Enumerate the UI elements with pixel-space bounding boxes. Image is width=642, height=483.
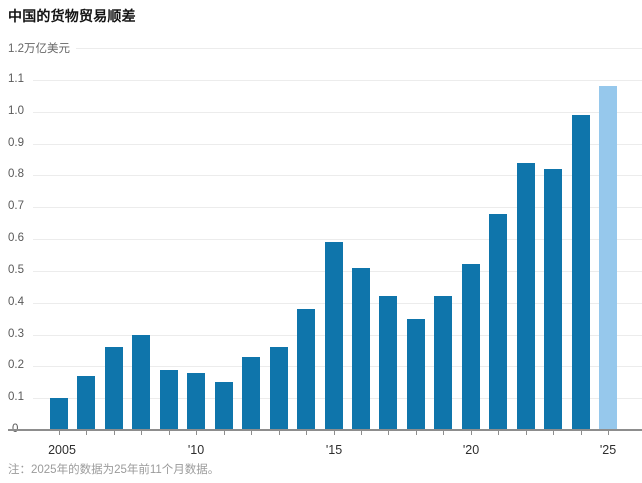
x-axis-tick xyxy=(114,431,115,435)
x-axis-tick xyxy=(251,431,252,435)
gridline-0.7 xyxy=(33,207,642,208)
page-title: 中国的货物贸易顺差 xyxy=(8,8,136,24)
bar-2009 xyxy=(160,370,178,430)
bar-2014 xyxy=(297,309,315,430)
bar-2010 xyxy=(187,373,205,430)
y-axis-tick-label: 0.9 xyxy=(8,137,24,149)
bar-2016 xyxy=(352,268,370,430)
x-axis-tick xyxy=(443,431,444,435)
gridline-0.8 xyxy=(33,175,642,176)
gridline-1.2 xyxy=(33,48,642,49)
y-axis-tick-label: 0.3 xyxy=(8,328,24,340)
gridline-0.6 xyxy=(33,239,642,240)
x-axis-tick xyxy=(608,431,609,435)
y-axis-tick-label: 0.6 xyxy=(8,232,24,244)
x-axis-tick xyxy=(224,431,225,435)
footnote: 注：2025年的数据为25年前11个月数据。 xyxy=(8,464,220,476)
y-axis-tick-label: 1.1 xyxy=(8,73,24,85)
x-axis-tick xyxy=(361,431,362,435)
x-axis-tick-label-2015: '15 xyxy=(325,443,343,457)
x-axis-tick xyxy=(416,431,417,435)
y-axis-tick-label: 0.1 xyxy=(8,391,24,403)
bar-2005 xyxy=(50,398,68,430)
x-axis-tick xyxy=(581,431,582,435)
gridline-1.1 xyxy=(33,80,642,81)
bar-2021 xyxy=(489,214,507,430)
x-axis-tick xyxy=(388,431,389,435)
y-axis-tick-label: 1.0 xyxy=(8,105,24,117)
bar-2017 xyxy=(379,296,397,430)
x-axis-tick-label-2010: '10 xyxy=(187,443,205,457)
bar-2008 xyxy=(132,335,150,430)
x-axis-tick xyxy=(59,431,60,435)
x-axis-tick-label-2020: '20 xyxy=(462,443,480,457)
y-axis-tick-label: 0.4 xyxy=(8,296,24,308)
x-axis-tick xyxy=(141,431,142,435)
bar-2022 xyxy=(517,163,535,430)
y-axis-tick-label: 0.2 xyxy=(8,359,24,371)
bar-2024 xyxy=(572,115,590,430)
bar-2015 xyxy=(325,242,343,430)
x-axis-tick xyxy=(279,431,280,435)
bar-2025 xyxy=(599,86,617,430)
x-axis-tick xyxy=(471,431,472,435)
y-axis-unit-label: 1.2万亿美元 xyxy=(8,40,76,56)
x-axis-tick xyxy=(169,431,170,435)
x-axis-tick xyxy=(553,431,554,435)
bar-2012 xyxy=(242,357,260,430)
bar-2007 xyxy=(105,347,123,430)
bar-2018 xyxy=(407,319,425,430)
x-axis-tick xyxy=(526,431,527,435)
bar-2023 xyxy=(544,169,562,430)
x-axis-line xyxy=(8,429,642,431)
x-axis-tick xyxy=(334,431,335,435)
gridline-0.9 xyxy=(33,144,642,145)
bar-2006 xyxy=(77,376,95,430)
bar-2011 xyxy=(215,382,233,430)
y-axis-tick-label: 0.5 xyxy=(8,264,24,276)
x-axis-tick xyxy=(498,431,499,435)
y-axis-tick-label: 0.7 xyxy=(8,200,24,212)
x-axis-tick-label-2005: 2005 xyxy=(48,443,76,457)
bar-2019 xyxy=(434,296,452,430)
x-axis-tick xyxy=(196,431,197,435)
bar-2020 xyxy=(462,264,480,430)
x-axis-tick xyxy=(306,431,307,435)
x-axis-tick-label-2025: '25 xyxy=(599,443,617,457)
gridline-1 xyxy=(33,112,642,113)
y-axis-tick-label: 0.8 xyxy=(8,168,24,180)
x-axis-tick xyxy=(86,431,87,435)
bar-2013 xyxy=(270,347,288,430)
